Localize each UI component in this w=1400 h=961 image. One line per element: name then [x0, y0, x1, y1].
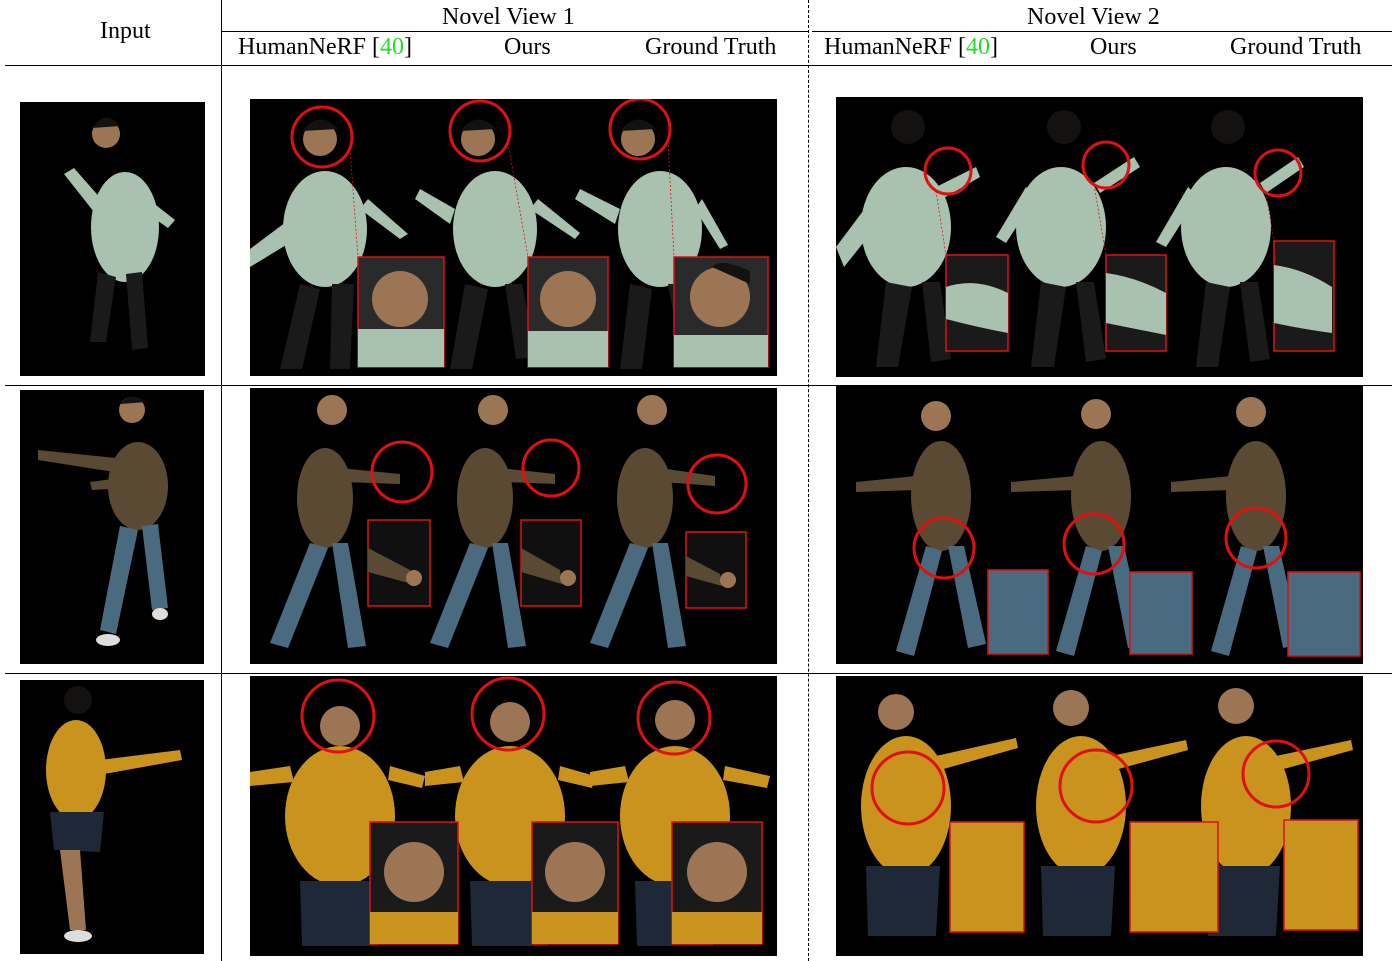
novel-view-1-composite-row-1 — [250, 99, 777, 376]
input-column-header: Input — [100, 18, 151, 44]
method-label-ours: Ours — [1090, 34, 1137, 60]
zoom-circle — [290, 105, 354, 169]
figure-humannerf — [250, 119, 408, 369]
novel-view-1-composite-row-3 — [250, 676, 777, 956]
novel-view-2-title: Novel View 2 — [1027, 4, 1160, 30]
method-label-humannerf: HumanNeRF [40] — [238, 33, 412, 61]
zoom-circle — [448, 99, 512, 163]
citation-link[interactable]: 40 — [379, 34, 404, 60]
figure-ours — [415, 119, 580, 369]
zoom-circle — [1058, 748, 1134, 824]
zoom-inset — [671, 821, 763, 945]
zoom-inset — [369, 821, 459, 945]
zoom-circle — [1224, 506, 1288, 570]
method-name: HumanNeRF [ — [238, 34, 380, 60]
zoom-circle — [1081, 140, 1131, 190]
input-column-divider — [221, 0, 222, 961]
zoom-circle — [1062, 512, 1126, 576]
zoom-circle — [521, 438, 581, 498]
method-label-ours: Ours — [504, 34, 551, 60]
zoom-inset — [531, 821, 619, 945]
novel-view-1-composite-row-2 — [250, 388, 777, 664]
novel-view-2-composite-row-2 — [836, 386, 1363, 664]
novel-view-2-composite-row-1 — [836, 97, 1363, 377]
zoom-circle — [686, 453, 748, 515]
method-label-ground-truth: Ground Truth — [1230, 34, 1362, 60]
zoom-inset — [520, 519, 582, 607]
figure-cardigan — [38, 396, 168, 646]
group-underline-1 — [222, 31, 808, 32]
input-image-row-2 — [20, 390, 204, 664]
zoom-circle — [870, 750, 946, 826]
method-label-ground-truth: Ground Truth — [645, 34, 777, 60]
figure-humannerf — [861, 694, 1018, 936]
figure-ground-truth — [1201, 688, 1353, 936]
novel-view-1-title: Novel View 1 — [442, 4, 575, 30]
zoom-circle — [636, 680, 712, 756]
zoom-inset — [945, 254, 1009, 352]
zoom-inset — [1129, 571, 1193, 655]
figure-shirt — [46, 686, 182, 942]
render-strip — [856, 397, 1361, 657]
zoom-circle — [923, 146, 973, 196]
zoom-circle — [1253, 148, 1303, 198]
render-strip — [250, 99, 769, 369]
header-rule — [5, 65, 1392, 66]
zoom-circle — [608, 99, 672, 161]
row-rule-1 — [5, 385, 1392, 386]
zoom-inset — [987, 569, 1049, 655]
figure-ours — [425, 702, 595, 946]
zoom-inset — [357, 256, 445, 368]
render-strip — [836, 110, 1335, 367]
render-strip — [250, 676, 770, 946]
figure-humannerf — [270, 395, 400, 648]
zoom-circle — [470, 676, 546, 752]
zoom-inset — [1105, 254, 1167, 352]
zoom-inset — [949, 821, 1025, 933]
method-bracket: ] — [403, 34, 412, 60]
method-label-humannerf: HumanNeRF [40] — [824, 33, 998, 61]
zoom-circle — [1241, 739, 1311, 809]
input-image-row-3 — [20, 680, 204, 954]
figure-humannerf — [836, 110, 980, 367]
render-strip — [861, 688, 1359, 936]
figure-ground-truth — [1156, 110, 1304, 367]
zoom-circle — [370, 440, 434, 504]
zoom-inset — [685, 531, 747, 609]
method-name: HumanNeRF [ — [824, 34, 966, 60]
zoom-inset — [527, 256, 609, 368]
view-divider-dashed — [808, 0, 809, 961]
row-rule-2 — [5, 673, 1392, 674]
group-underline-2 — [812, 31, 1392, 32]
figure-ground-truth — [590, 395, 715, 648]
citation-link[interactable]: 40 — [965, 34, 990, 60]
zoom-circle — [912, 516, 976, 580]
figure-ours — [1036, 690, 1188, 936]
novel-view-2-composite-row-3 — [836, 676, 1363, 956]
method-bracket: ] — [989, 34, 998, 60]
figure-ours — [430, 395, 555, 648]
zoom-inset — [1273, 240, 1335, 352]
zoom-inset — [367, 519, 431, 607]
input-image-row-1 — [20, 102, 205, 376]
render-strip — [270, 395, 748, 648]
figure-humannerf — [250, 706, 425, 946]
zoom-inset — [1129, 821, 1219, 933]
figure-hoodie — [64, 117, 175, 350]
zoom-inset — [1283, 819, 1359, 931]
zoom-inset — [1287, 571, 1361, 657]
zoom-inset — [673, 256, 769, 368]
zoom-circle — [300, 678, 376, 754]
